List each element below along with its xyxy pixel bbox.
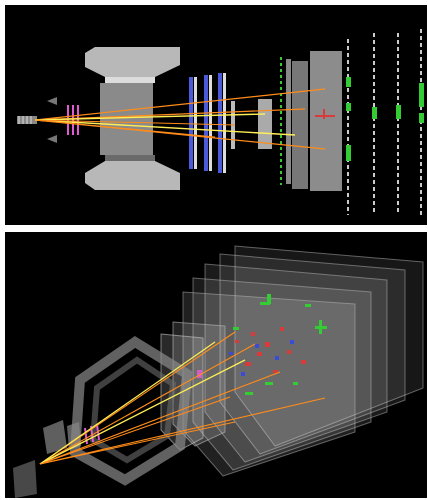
3d-view-canvas [5, 232, 427, 498]
particle-tracks [34, 88, 326, 150]
calorimeter [258, 51, 342, 191]
side-view-canvas [5, 5, 427, 225]
vertex-detector [17, 97, 79, 143]
3d-view-panel [5, 232, 427, 498]
hits-3d [197, 294, 327, 395]
muon-stations [346, 29, 424, 215]
particle-tracks-3d [39, 331, 326, 465]
magnet [85, 47, 180, 190]
side-view-panel [5, 5, 427, 225]
